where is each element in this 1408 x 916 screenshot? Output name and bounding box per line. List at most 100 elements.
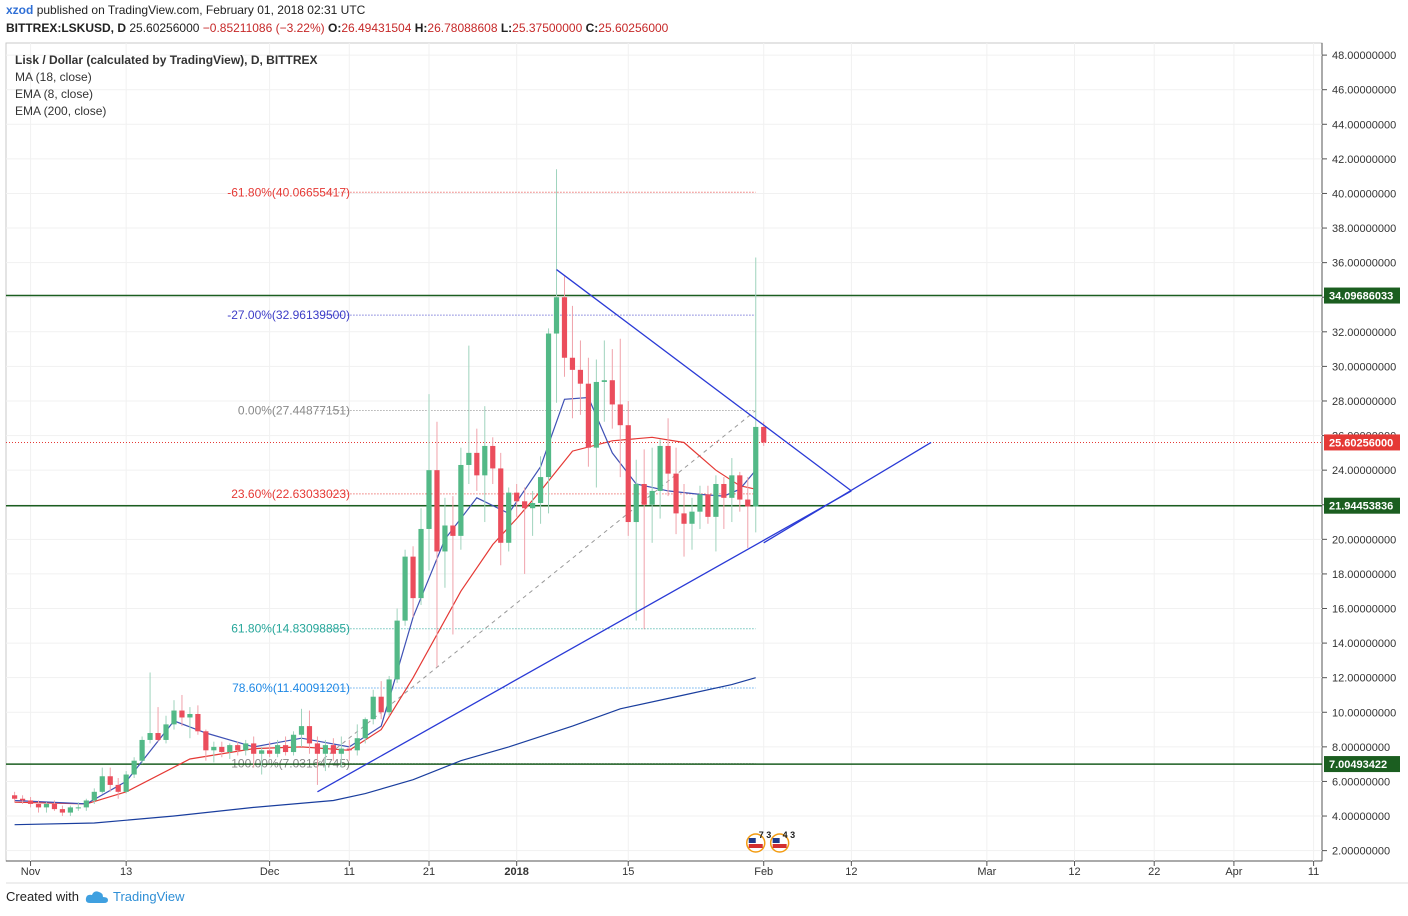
event-badge-label: 4 3 (783, 830, 796, 840)
x-tick-label: 13 (120, 866, 132, 878)
candle-body (35, 803, 42, 808)
legend-ma18[interactable]: MA (18, close) (15, 70, 92, 84)
candle-body (43, 803, 50, 808)
event-badge-label: 7 3 (759, 830, 772, 840)
candle-body (434, 470, 440, 552)
candle-body (641, 483, 647, 505)
level-price-label: 7.00493422 (1329, 759, 1387, 771)
candle-body (617, 404, 623, 426)
candle-body (187, 714, 193, 718)
y-tick-label: 38.00000000 (1332, 223, 1396, 235)
candle (593, 359, 599, 488)
level-price-tag (1324, 756, 1400, 773)
candle (59, 805, 66, 817)
candle (649, 447, 655, 543)
chart-title[interactable]: Lisk / Dollar (calculated by TradingView… (15, 53, 318, 67)
brand-name: TradingView (112, 889, 185, 904)
trend-line (317, 490, 852, 793)
candle (394, 608, 400, 683)
candle-body (75, 807, 81, 809)
candle-body (211, 746, 217, 751)
y-tick-label: 32.00000000 (1332, 327, 1396, 339)
candle-body (370, 696, 376, 720)
current-price-tag (1324, 434, 1400, 451)
candle-body (553, 297, 560, 334)
candle (386, 675, 392, 716)
candle (577, 340, 584, 415)
level-price-tag (1324, 287, 1400, 304)
candle-body (657, 445, 663, 491)
author-name[interactable]: xzod (6, 3, 34, 17)
x-tick-label: Dec (260, 866, 280, 878)
candle-body (59, 809, 66, 813)
candle (474, 428, 480, 491)
candle-body (12, 795, 18, 799)
candle (530, 490, 536, 536)
y-tick-label: 28.00000000 (1332, 396, 1396, 408)
candle (458, 447, 464, 550)
candle-body (697, 494, 703, 512)
candle-body (561, 297, 568, 358)
legend-ema8[interactable]: EMA (8, close) (15, 87, 94, 101)
y-tick-label: 8.00000000 (1332, 742, 1390, 754)
y-tick-label: 18.00000000 (1332, 569, 1396, 581)
candle (219, 741, 225, 758)
ema200-line (14, 677, 756, 826)
y-tick-label: 10.00000000 (1332, 707, 1396, 719)
candle (282, 736, 289, 756)
candle-body (514, 492, 520, 502)
event-badge (745, 833, 766, 853)
candle-body (147, 733, 153, 740)
created-with-label: Created with (6, 889, 79, 904)
candle (290, 731, 297, 756)
candle-body (482, 445, 488, 476)
candle (131, 757, 137, 778)
x-tick-label: 11 (344, 866, 355, 878)
candle-body (338, 748, 344, 754)
last-price: 25.60256000 (129, 21, 200, 35)
candle (673, 447, 679, 535)
candle-body (322, 745, 329, 754)
candle (537, 456, 544, 524)
publish-info: xzod published on TradingView.com, Febru… (6, 3, 365, 17)
y-tick-label: 30.00000000 (1332, 361, 1396, 373)
candle-body (83, 800, 89, 808)
y-tick-label: 6.00000000 (1332, 776, 1390, 788)
candle (187, 707, 193, 739)
candle-body (665, 445, 671, 474)
candle-body (259, 750, 265, 754)
symbol-label: BITTREX:LSKUSD, D (6, 21, 126, 35)
candle-body (354, 738, 360, 751)
y-tick-label: 44.00000000 (1332, 119, 1396, 131)
candle (12, 791, 18, 803)
candle (322, 739, 329, 772)
candle-body (474, 452, 480, 476)
candle-body (537, 477, 544, 504)
candle (243, 739, 249, 756)
candle-body (27, 800, 34, 804)
candle (274, 739, 281, 758)
candle-body (131, 760, 137, 775)
x-tick-label: 22 (1148, 866, 1160, 878)
candle-body (274, 745, 281, 754)
candle-body (235, 745, 241, 751)
fib-level-label: 78.60%(11.40091201) (232, 681, 350, 695)
candle-body (729, 475, 735, 498)
x-tick-label: 12 (845, 866, 857, 878)
candle (211, 741, 217, 763)
candle (171, 700, 177, 730)
candle-body (267, 750, 273, 754)
candle (498, 452, 504, 566)
candle (737, 471, 743, 512)
candle (641, 449, 647, 630)
candle (569, 305, 576, 419)
candle-body (530, 503, 536, 509)
legend-ema200[interactable]: EMA (200, close) (15, 104, 107, 118)
candle (370, 689, 376, 725)
y-tick-label: 40.00000000 (1332, 188, 1396, 200)
y-tick-label: 14.00000000 (1332, 638, 1396, 650)
tradingview-link[interactable]: TradingView (85, 889, 185, 904)
candle (27, 797, 34, 808)
candle-body (649, 490, 655, 505)
